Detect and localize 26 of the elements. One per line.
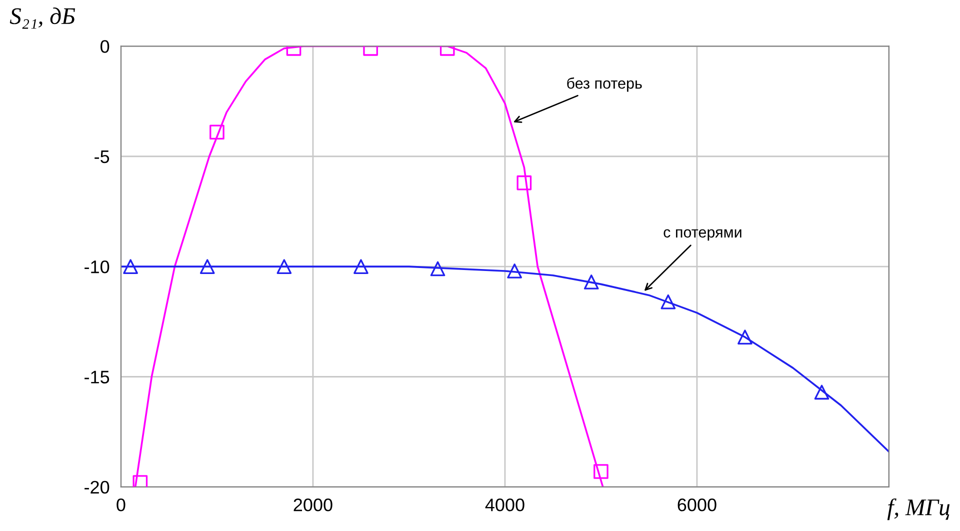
- x-axis-title: f, МГц: [887, 498, 950, 520]
- point: [814, 384, 830, 400]
- y-tick-label: 0: [100, 40, 110, 53]
- annotation: без потерь: [567, 77, 642, 92]
- point: [594, 464, 608, 479]
- y-tick-label: -20: [84, 480, 110, 494]
- point: [738, 330, 752, 344]
- point: [430, 261, 446, 276]
- point: [660, 294, 676, 310]
- point: [210, 124, 224, 140]
- annotation: с потерями: [664, 229, 742, 241]
- y-tick-label: -10: [84, 260, 110, 274]
- point: [200, 259, 215, 274]
- point: [354, 259, 368, 274]
- point: [516, 175, 532, 190]
- y-tick-label: -15: [84, 370, 110, 384]
- point: [507, 264, 522, 278]
- y-axis-title: S₂₁, дБ: [10, 8, 76, 29]
- y-tick-label: -5: [94, 150, 110, 164]
- x-tick-label: 0: [116, 498, 126, 512]
- point: [584, 274, 599, 290]
- x-tick-label: 2000: [294, 498, 332, 512]
- point: [123, 259, 138, 274]
- x-tick-label: 4000: [485, 498, 524, 512]
- x-tick-label: 6000: [678, 498, 716, 512]
- point: [276, 259, 292, 274]
